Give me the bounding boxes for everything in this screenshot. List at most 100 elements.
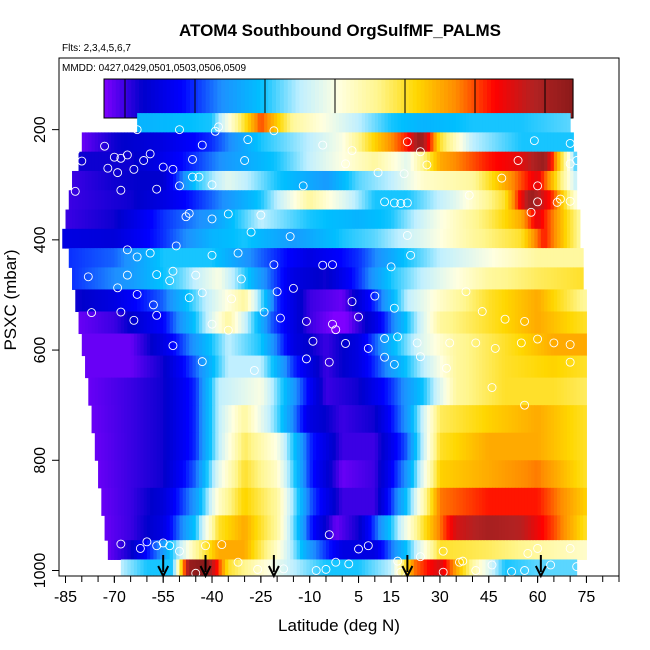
heatmap-cell: [117, 460, 122, 489]
heatmap-cell: [218, 540, 223, 560]
heatmap-cell: [133, 515, 138, 541]
heatmap-cell: [374, 289, 379, 312]
heatmap-cell: [277, 248, 281, 268]
heatmap-cell: [234, 559, 239, 576]
heatmap-cell: [107, 267, 112, 290]
sample-point: [272, 287, 282, 297]
heatmap-cell: [199, 333, 203, 357]
sample-point: [77, 156, 87, 166]
pressure-layer: [107, 540, 587, 560]
heatmap-cell: [485, 289, 490, 312]
heatmap-cell: [254, 559, 259, 576]
heatmap-cell: [303, 190, 307, 211]
heatmap-cell: [140, 209, 145, 230]
heatmap-cell: [264, 248, 268, 268]
heatmap-cell: [98, 355, 102, 379]
heatmap-cell: [299, 209, 304, 230]
heatmap-cell: [124, 209, 128, 230]
heatmap-cell: [449, 487, 454, 516]
heatmap-cell: [394, 515, 399, 541]
heatmap-cell: [296, 333, 301, 357]
heatmap-cell: [407, 559, 412, 576]
heatmap-cell: [137, 209, 141, 230]
heatmap-cell: [143, 311, 148, 335]
heatmap-cell: [130, 540, 135, 560]
heatmap-cell: [537, 540, 542, 560]
heatmap-cell: [146, 377, 151, 406]
heatmap-cell: [485, 559, 490, 576]
colorbar-swatch: [338, 79, 344, 118]
colorbar-swatch: [408, 79, 414, 118]
y-tick-label: 600: [32, 337, 49, 364]
heatmap-cell: [202, 377, 207, 406]
heatmap-cell: [404, 405, 408, 434]
heatmap-cell: [378, 355, 382, 379]
heatmap-cell: [163, 333, 167, 357]
heatmap-cell: [423, 132, 428, 153]
heatmap-cell: [570, 405, 574, 434]
heatmap-cell: [329, 289, 333, 312]
heatmap-cell: [176, 190, 180, 211]
heatmap-cell: [508, 355, 513, 379]
heatmap-cell: [104, 248, 109, 268]
heatmap-cell: [456, 311, 460, 335]
heatmap-cell: [570, 132, 574, 153]
heatmap-cell: [280, 248, 285, 268]
heatmap-cell: [475, 311, 480, 335]
heatmap-cell: [456, 170, 460, 191]
heatmap-cell: [374, 515, 379, 541]
heatmap-cell: [492, 228, 496, 249]
heatmap-cell: [566, 228, 571, 249]
colorbar-swatch: [569, 79, 574, 118]
heatmap-cell: [521, 333, 526, 357]
heatmap-cell: [443, 289, 447, 312]
heatmap-cell: [417, 228, 421, 249]
heatmap-cell: [534, 151, 539, 172]
heatmap-cell: [234, 487, 239, 516]
sample-point: [116, 307, 126, 317]
heatmap-cell: [244, 228, 249, 249]
heatmap-cell: [260, 333, 265, 357]
heatmap-cell: [140, 113, 145, 133]
heatmap-cell: [371, 228, 376, 249]
heatmap-cell: [234, 460, 239, 489]
heatmap-cell: [176, 333, 180, 357]
heatmap-cell: [179, 432, 184, 461]
heatmap-cell: [254, 487, 259, 516]
heatmap-cell: [241, 190, 246, 211]
heatmap-cell: [156, 113, 161, 133]
heatmap-cell: [430, 515, 434, 541]
heatmap-cell: [241, 559, 246, 576]
heatmap-cell: [195, 228, 200, 249]
heatmap-cell: [381, 267, 386, 290]
heatmap-cell: [488, 209, 493, 230]
dates-note: MMDD: 0427,0429,0501,0503,0506,0509: [62, 63, 246, 74]
heatmap-cell: [244, 289, 249, 312]
heatmap-cell: [156, 267, 161, 290]
heatmap-cell: [557, 460, 561, 489]
heatmap-cell: [417, 248, 421, 268]
heatmap-cell: [117, 151, 122, 172]
colorbar-swatch: [244, 79, 250, 118]
heatmap-cell: [560, 377, 565, 406]
heatmap-cell: [446, 151, 451, 172]
heatmap-cell: [579, 333, 584, 357]
heatmap-cell: [352, 248, 356, 268]
heatmap-cell: [130, 209, 135, 230]
heatmap-cell: [280, 113, 285, 133]
heatmap-cell: [355, 132, 360, 153]
heatmap-cell: [228, 151, 233, 172]
heatmap-cell: [319, 540, 324, 560]
heatmap-cell: [293, 460, 298, 489]
heatmap-cell: [452, 460, 457, 489]
heatmap-cell: [446, 170, 451, 191]
heatmap-cell: [348, 333, 353, 357]
heatmap-cell: [124, 515, 128, 541]
heatmap-cell: [293, 355, 298, 379]
heatmap-cell: [156, 170, 161, 191]
heatmap-cell: [244, 355, 249, 379]
colorbar-swatch: [119, 79, 125, 118]
heatmap-cell: [215, 540, 220, 560]
heatmap-cell: [146, 289, 151, 312]
heatmap-cell: [169, 355, 174, 379]
